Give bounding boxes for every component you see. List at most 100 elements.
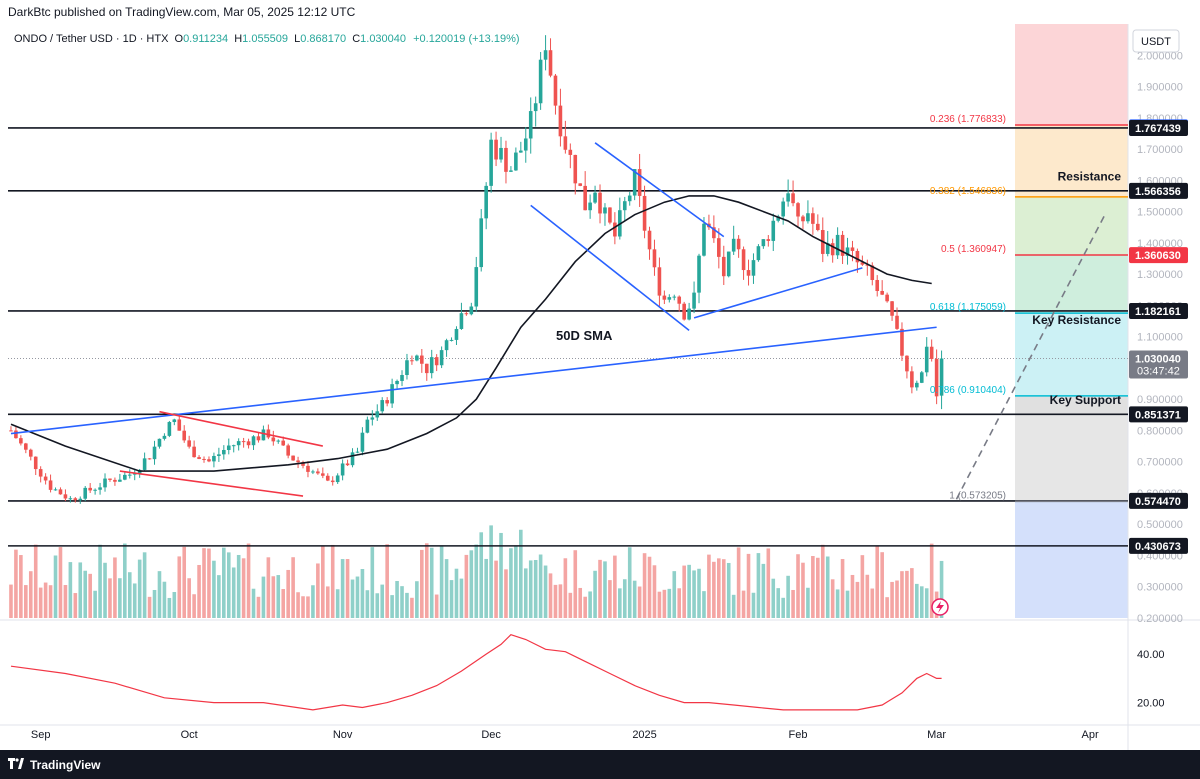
trendline-wedge-lower [530, 204, 690, 332]
volume-bar [489, 525, 493, 618]
candle-body [573, 154, 578, 184]
volume-bar [509, 548, 513, 618]
currency-button[interactable]: USDT [1132, 29, 1180, 53]
tradingview-logo-icon[interactable] [8, 758, 24, 770]
volume-bar [217, 575, 221, 618]
symbol-legend: ONDO / Tether USD · 1D · HTX O0.911234 H… [14, 33, 520, 45]
volume-bar [400, 586, 404, 618]
time-tick-label: Dec [481, 729, 501, 741]
volume-bar [806, 587, 810, 618]
volume-bar [721, 559, 726, 618]
volume-bar [548, 573, 553, 618]
volume-bar [885, 597, 889, 618]
volume-bar [558, 584, 563, 618]
volume-bar [19, 555, 23, 618]
candle-body [444, 340, 449, 351]
volume-bar [316, 563, 320, 618]
volume-bar [98, 544, 102, 618]
horizontal-levels [8, 124, 1128, 547]
volume-bar [494, 560, 498, 618]
footer-brand[interactable]: TradingView [30, 758, 101, 772]
fib-band [1015, 255, 1128, 314]
volume-bar [231, 567, 236, 618]
volume-bar [63, 585, 68, 618]
volume-bar [108, 578, 112, 618]
volume-bar [429, 547, 434, 618]
candle-body [157, 438, 162, 447]
indicator-tick-label: 20.00 [1137, 698, 1165, 710]
fib-label: 0.236 (1.776833) [930, 114, 1006, 125]
candle-body [697, 255, 701, 293]
candle-body [751, 260, 756, 276]
volume-bar [251, 588, 256, 618]
fib-band [1015, 196, 1128, 256]
price-chart[interactable]: 0.236 (1.776833) 0.382 (1.546836) 0.5 (1.3… [0, 0, 1200, 750]
volume-bar [28, 571, 33, 618]
candle-body [454, 328, 459, 340]
volume-bar [360, 569, 365, 618]
fib-band [1015, 414, 1128, 502]
volume-bar [538, 554, 543, 618]
volume-bar [890, 581, 894, 618]
volume-bar [840, 559, 845, 618]
volume-bar [192, 594, 196, 618]
alert-icon[interactable] [931, 598, 949, 616]
volume-bar [222, 547, 226, 618]
candle-body [687, 308, 691, 320]
candle-body [142, 458, 147, 470]
volume-bar [702, 591, 706, 618]
volume-bar [603, 561, 607, 618]
candle-body [311, 471, 315, 473]
candle-body [474, 267, 479, 307]
candle-body [538, 59, 543, 104]
volume-bar [127, 572, 132, 618]
candle-body [98, 487, 102, 490]
candle-body [335, 475, 340, 483]
legend-close: 1.030040 [360, 33, 406, 45]
candle-body [806, 213, 810, 222]
volume-bar [766, 548, 771, 618]
candle-body [632, 169, 637, 196]
volume-bar [444, 559, 449, 618]
fib-label: 0.382 (1.546836) [930, 186, 1006, 197]
price-badge [1129, 492, 1188, 509]
candle-body [489, 139, 493, 186]
time-tick-label: Mar [927, 729, 946, 741]
volume-bar [781, 597, 785, 618]
volume-bar [751, 592, 756, 618]
candle-body [479, 218, 484, 268]
candle-body [672, 296, 677, 298]
volume-bar [330, 544, 335, 618]
sma-label: 50D SMA [556, 328, 613, 343]
candle-body [316, 471, 320, 474]
volume-bar [850, 574, 855, 618]
candle-body [796, 203, 800, 217]
volume-bar [731, 594, 736, 618]
volume-bar [870, 588, 875, 618]
publisher-bar: DarkBtc published on TradingView.com, Ma… [0, 0, 1200, 24]
volume-bar [93, 590, 97, 618]
candle-body [603, 207, 607, 214]
volume-bar [791, 589, 795, 618]
zone-label: Key Resistance [1032, 313, 1121, 327]
volume-bar [167, 597, 172, 618]
candle-body [712, 227, 716, 239]
volume-bar [311, 585, 315, 618]
volume-bar [118, 578, 122, 618]
candle-body [68, 498, 73, 500]
candle-body [187, 440, 191, 447]
volume-bar [677, 588, 682, 618]
legend-open-label: O [175, 33, 184, 45]
volume-bar [939, 560, 944, 618]
candle-body [231, 445, 236, 447]
volume-bar [24, 585, 28, 618]
candle-body [514, 152, 518, 171]
legend-low: 0.868170 [300, 33, 346, 45]
candle-body [58, 489, 63, 495]
volume-bar [68, 562, 73, 618]
time-axis: Sep Oct Nov Dec 2025 Feb Mar Apr [31, 729, 1099, 741]
volume-bars [9, 525, 944, 618]
volume-bar [910, 568, 914, 618]
candle-body [919, 372, 924, 383]
volume-bar [479, 532, 484, 618]
